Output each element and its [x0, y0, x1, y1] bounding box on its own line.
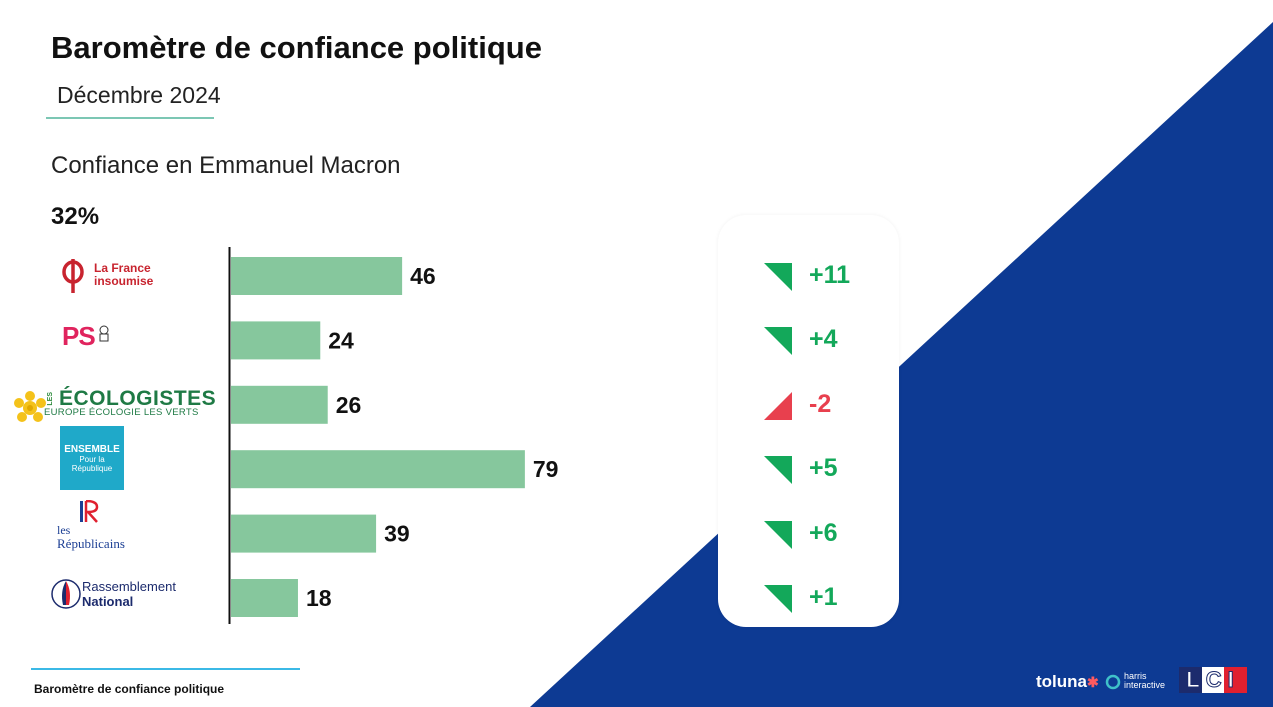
change-row-1: +11 — [718, 257, 899, 297]
ps-logo-text: PS — [62, 321, 96, 351]
rn-logo-line1: Rassemblement — [82, 579, 176, 594]
sunflower-icon — [14, 391, 46, 422]
phi-icon — [62, 259, 84, 293]
change-value-6: +1 — [809, 583, 838, 611]
triangle-down-right-icon — [764, 520, 792, 549]
chart-heading: Confiance en Emmanuel Macron — [51, 152, 401, 179]
lr-logo-line2: Républicains — [57, 536, 125, 551]
bar-6 — [231, 579, 298, 617]
lr-monogram-icon — [80, 500, 99, 523]
rn-logo-line2: National — [82, 594, 134, 609]
rn-logo: Rassemblement National — [51, 575, 176, 613]
triangle-down-right-icon — [764, 585, 792, 613]
harris-logo-line1: harris — [1124, 671, 1147, 681]
change-value-2: +4 — [809, 325, 838, 354]
change-row-3: -2 — [718, 386, 899, 426]
ecologistes-logo-tagline: EUROPE ÉCOLOGIE LES VERTS — [44, 407, 199, 418]
overall-value: 32% — [51, 203, 100, 230]
harris-logo-line2: interactive — [1124, 680, 1166, 690]
triangle-down-right-icon — [764, 327, 792, 356]
bar-value-label-1: 46 — [410, 263, 436, 289]
bar-value-label-5: 39 — [384, 521, 410, 547]
toluna-logo-text: toluna — [1036, 672, 1087, 691]
change-row-4: +5 — [718, 450, 899, 490]
lfi-logo-line2: insoumise — [94, 274, 154, 288]
bar-4 — [231, 450, 525, 489]
page-subtitle: Décembre 2024 — [57, 82, 221, 108]
bar-1 — [231, 257, 403, 295]
toluna-logo: toluna✱ — [1036, 672, 1099, 692]
triangle-down-right-icon — [764, 263, 792, 291]
bar-value-label-6: 18 — [306, 585, 332, 611]
asterisk-icon: ✱ — [1087, 674, 1099, 690]
lci-logo-text: LCI — [1186, 667, 1240, 693]
lfi-logo-line1: La France — [94, 261, 151, 275]
change-row-2: +4 — [718, 321, 899, 361]
lci-logo: LCI — [1179, 667, 1248, 693]
footer-label: Baromètre de confiance politique — [34, 682, 225, 696]
bar-2 — [231, 321, 321, 360]
ensemble-logo: ENSEMBLE Pour la République — [60, 426, 124, 490]
bar-value-label-3: 26 — [336, 392, 362, 418]
change-value-1: +11 — [809, 261, 851, 289]
ecologistes-logo-main: ÉCOLOGISTES — [59, 387, 217, 410]
change-value-3: -2 — [809, 389, 832, 418]
lfi-logo: La France insoumise — [60, 255, 153, 295]
ring-icon — [1105, 674, 1121, 690]
triangle-down-right-icon — [764, 456, 792, 485]
change-row-5: +6 — [718, 515, 899, 555]
lr-logo-line1: les — [57, 523, 71, 537]
triangle-up-left-icon — [764, 391, 792, 420]
page-title: Baromètre de confiance politique — [51, 30, 542, 65]
harris-logo: harris interactive — [1105, 672, 1175, 692]
ensemble-logo-line2: Pour la — [79, 454, 105, 464]
change-value-4: +5 — [809, 454, 838, 483]
change-row-6: +1 — [718, 579, 899, 619]
bar-value-label-4: 79 — [533, 456, 559, 482]
bar-value-label-2: 24 — [328, 327, 354, 353]
bar-3 — [231, 385, 328, 424]
footer-divider — [31, 668, 300, 670]
change-value-5: +6 — [809, 518, 838, 547]
lr-logo: les Républicains — [57, 500, 125, 550]
change-card: +11 +4 -2 +5 +6 +1 — [718, 215, 899, 627]
flame-icon — [51, 579, 81, 609]
bar-5 — [231, 514, 377, 553]
title-divider — [46, 117, 214, 119]
ensemble-logo-line1: ENSEMBLE — [64, 443, 120, 455]
fist-rose-icon — [99, 325, 109, 341]
ensemble-logo-line3: République — [71, 463, 113, 473]
ecologistes-logo: LES ÉCOLOGISTES EUROPE ÉCOLOGIE LES VERT… — [14, 388, 216, 424]
ps-logo: PS — [62, 321, 111, 352]
